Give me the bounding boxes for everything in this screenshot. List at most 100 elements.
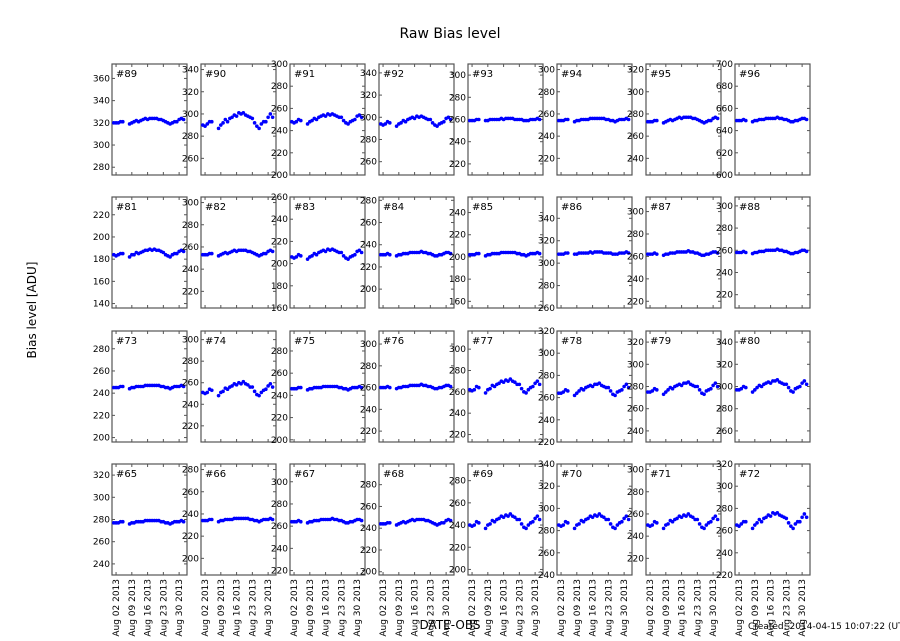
y-tick-label: 220 xyxy=(182,532,199,542)
panel-86: 260 280 300 320 340 #86 xyxy=(538,196,633,314)
data-point xyxy=(572,526,577,531)
x-tick-label: Aug 16 2013 xyxy=(233,579,243,637)
panel-frame xyxy=(378,63,455,176)
y-tick-label: 340 xyxy=(360,69,377,79)
y-tick-label: 260 xyxy=(627,405,644,415)
data-point xyxy=(388,520,392,525)
y-tick-label: 200 xyxy=(182,554,199,564)
y-tick-label: 300 xyxy=(449,345,466,355)
y-tick-label: 280 xyxy=(93,163,110,173)
data-point xyxy=(666,388,670,392)
data-point xyxy=(346,122,350,126)
data-point xyxy=(686,380,691,384)
y-tick-label: 280 xyxy=(271,82,288,92)
data-point xyxy=(695,384,700,389)
data-point xyxy=(759,519,764,524)
panel-87: 220 240 260 280 300 #87 xyxy=(627,196,722,309)
x-tick-label: Aug 16 2013 xyxy=(678,579,688,637)
y-tick-label: 240 xyxy=(449,409,466,419)
y-tick-label: 240 xyxy=(627,532,644,542)
y-tick-label: 260 xyxy=(538,110,555,120)
panel-label: #74 xyxy=(205,336,226,347)
data-point xyxy=(535,514,540,518)
panel-83: 160 180 200 220 240 260 #83 xyxy=(271,193,366,314)
y-tick-label: 260 xyxy=(271,522,288,532)
y-tick-label: 320 xyxy=(716,360,733,370)
data-point xyxy=(608,522,613,526)
panel-81: 140 160 180 200 220 #81 xyxy=(93,196,188,310)
y-tick-label: 260 xyxy=(716,427,733,437)
y-tick-label: 240 xyxy=(182,400,199,410)
data-point xyxy=(793,522,798,526)
data-point xyxy=(266,115,270,120)
data-point xyxy=(497,516,501,521)
y-tick-label: 240 xyxy=(360,241,377,251)
data-point xyxy=(383,122,388,126)
y-tick-label: 220 xyxy=(271,149,288,159)
data-point xyxy=(234,383,239,387)
data-point xyxy=(590,515,595,520)
data-point xyxy=(798,384,802,389)
data-point xyxy=(268,382,273,386)
x-tick-label: Aug 09 2013 xyxy=(662,579,672,637)
y-tick-label: 260 xyxy=(716,246,733,256)
data-point xyxy=(802,512,807,516)
data-point xyxy=(252,121,257,125)
x-tick-label: Aug 23 2013 xyxy=(248,579,258,637)
data-point xyxy=(259,390,264,395)
data-point xyxy=(622,384,626,389)
y-tick-label: 260 xyxy=(627,132,644,142)
y-tick-label: 260 xyxy=(716,527,733,537)
y-tick-label: 300 xyxy=(538,66,555,76)
data-point xyxy=(359,250,364,255)
panel-label: #77 xyxy=(472,336,493,347)
data-point xyxy=(709,118,713,123)
y-tick-label: 280 xyxy=(538,282,555,292)
data-point xyxy=(533,516,537,521)
data-point xyxy=(711,383,715,388)
data-point xyxy=(695,517,700,522)
data-point xyxy=(121,384,125,389)
y-tick-label: 220 xyxy=(538,438,555,448)
y-tick-label: 240 xyxy=(449,521,466,531)
y-tick-label: 240 xyxy=(93,560,110,570)
x-tick-label: Aug 23 2013 xyxy=(515,579,525,637)
y-tick-label: 280 xyxy=(449,366,466,376)
y-tick-label: 620 xyxy=(716,149,733,159)
data-point xyxy=(789,524,793,528)
y-tick-label: 280 xyxy=(182,466,199,476)
y-tick-label: 320 xyxy=(360,91,377,101)
y-tick-label: 340 xyxy=(93,97,110,107)
data-point xyxy=(624,382,629,387)
data-point xyxy=(477,117,481,122)
y-tick-label: 280 xyxy=(182,221,199,231)
data-point xyxy=(121,251,125,256)
y-tick-label: 300 xyxy=(271,60,288,70)
data-point xyxy=(181,384,186,389)
data-point xyxy=(566,251,570,255)
data-point xyxy=(626,251,631,255)
y-tick-label: 200 xyxy=(271,171,288,181)
data-point xyxy=(221,121,225,125)
y-tick-label: 220 xyxy=(716,571,733,581)
y-tick-label: 220 xyxy=(716,291,733,301)
y-tick-label: 260 xyxy=(360,384,377,394)
x-tick-label: Aug 30 2013 xyxy=(620,579,630,637)
y-tick-label: 260 xyxy=(182,379,199,389)
data-point xyxy=(127,255,132,259)
data-point xyxy=(203,124,207,128)
panel-frame xyxy=(200,330,277,443)
y-tick-label: 240 xyxy=(449,138,466,148)
data-point xyxy=(800,381,804,385)
data-point xyxy=(250,385,255,389)
y-tick-label: 280 xyxy=(716,504,733,514)
panel-frame xyxy=(556,463,633,576)
y-tick-label: 220 xyxy=(271,414,288,424)
data-point xyxy=(597,381,602,385)
data-point xyxy=(506,379,510,383)
y-tick-label: 280 xyxy=(182,357,199,367)
panel-73: 200 220 240 260 280 #73 xyxy=(93,330,188,444)
data-point xyxy=(359,115,364,120)
data-point xyxy=(537,117,542,122)
panel-69: 200 220 240 260 280 Aug 02 2013 Aug 09 2013 Aug… xyxy=(449,463,544,637)
